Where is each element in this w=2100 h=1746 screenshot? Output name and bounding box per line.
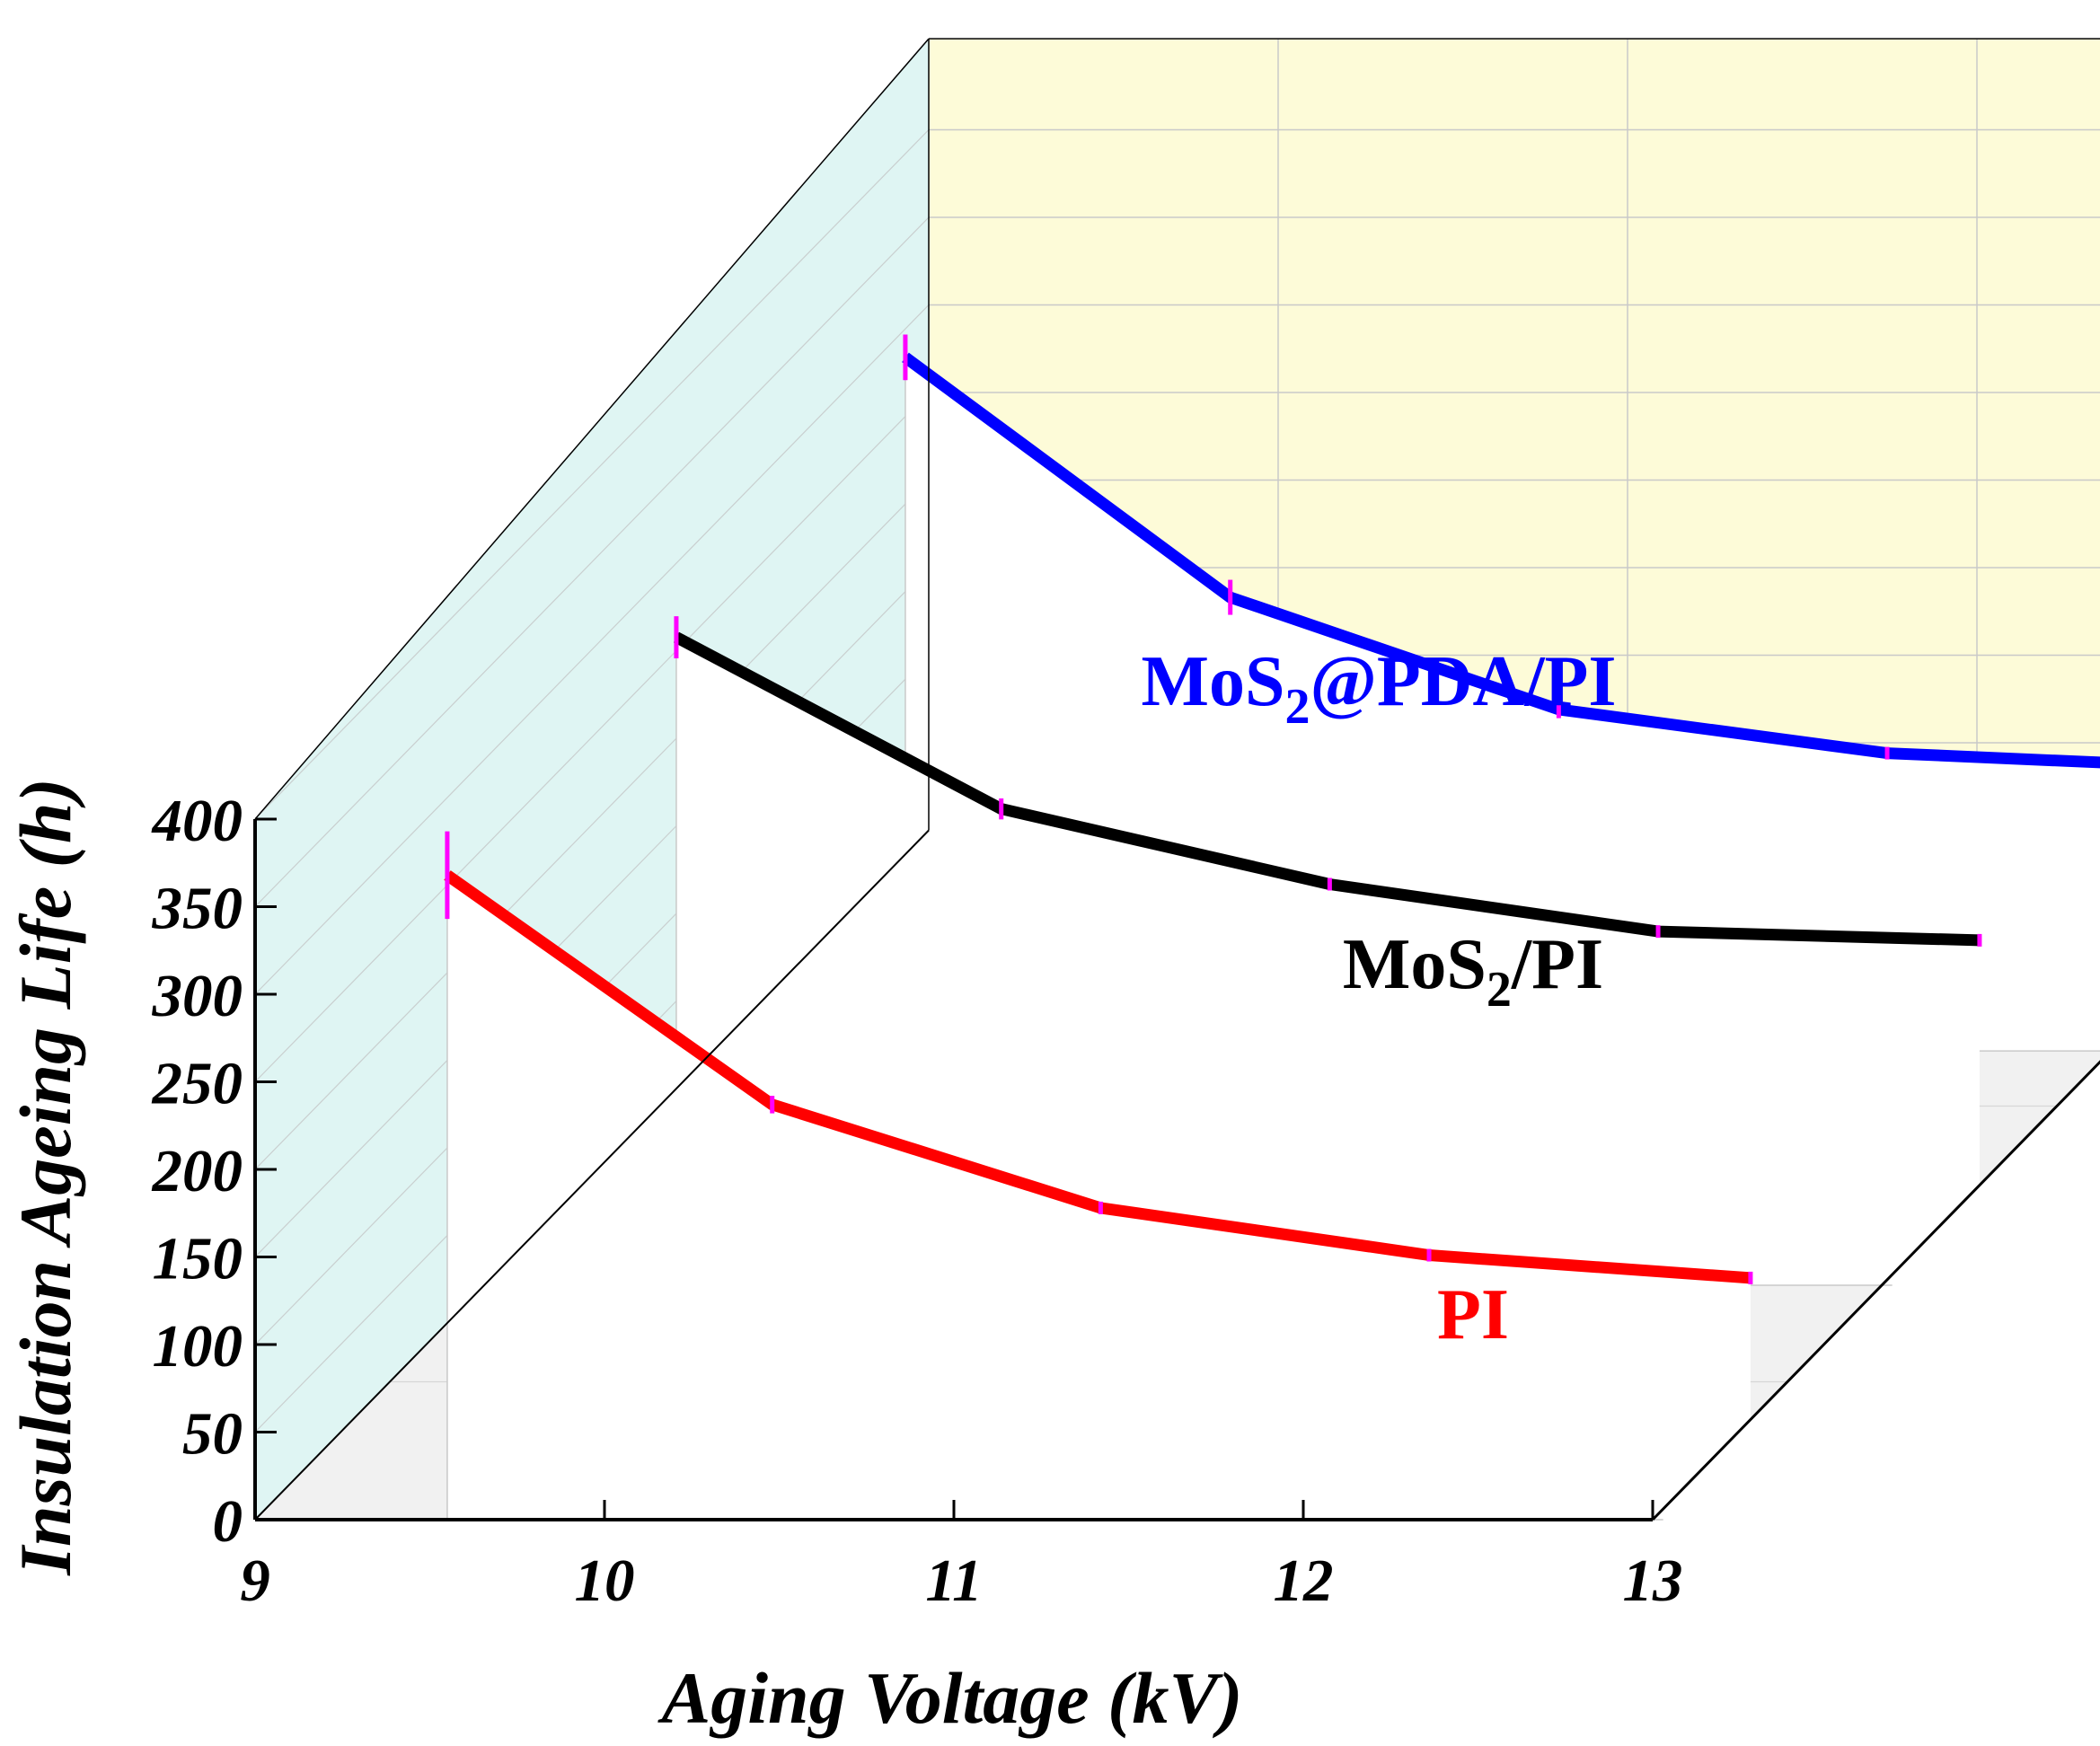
y-tick-label: 100	[153, 1313, 243, 1380]
left-wall-gridline	[254, 480, 930, 1170]
series-label-main: MoS	[1343, 925, 1487, 1004]
y-tick-label: 300	[152, 963, 243, 1029]
series-label-tail: @PDA/PI	[1310, 642, 1617, 721]
series-label: PI	[1437, 1275, 1509, 1354]
wall-edge-top	[254, 38, 930, 820]
x-tick-label: 12	[1274, 1548, 1334, 1614]
y-tick-label: 150	[153, 1226, 243, 1292]
chart-tick-labels: 9 10 11 12 13 0 50 100 150 200 250 300 350 400	[151, 788, 1683, 1614]
floor-edge-left	[254, 829, 930, 1521]
y-tick-label: 400	[151, 788, 243, 854]
chart-series-slices	[444, 334, 2100, 1521]
left-wall-gridline	[254, 216, 930, 907]
left-wall	[255, 39, 929, 1521]
series-fill	[447, 875, 1751, 1520]
series-label-subscript: 2	[1285, 679, 1310, 735]
series-fill	[676, 637, 1980, 1285]
left-wall-gridline	[254, 392, 930, 1082]
y-tick-label: 0	[213, 1488, 243, 1555]
x-tick-label: 13	[1623, 1548, 1683, 1614]
x-tick-label: 11	[925, 1548, 982, 1614]
left-wall-gridline	[254, 304, 930, 995]
chart-axes	[253, 38, 2100, 1521]
left-wall-gridline	[254, 129, 930, 820]
y-axis-title: Insulation Ageing Life (h)	[4, 778, 86, 1576]
series-label: MoS2@PDA/PI	[1142, 642, 1617, 735]
series-label: MoS2/PI	[1343, 925, 1603, 1018]
series-label-tail: /PI	[1511, 925, 1603, 1004]
y-tick-label: 350	[152, 876, 243, 942]
y-tick-label: 50	[182, 1401, 243, 1468]
series-label-main: MoS	[1142, 642, 1285, 721]
left-wall-gridline	[254, 567, 930, 1257]
series-label-subscript: 2	[1487, 962, 1512, 1018]
series-label-main: PI	[1437, 1275, 1509, 1354]
floor-edge-right	[1651, 1060, 2100, 1521]
x-tick-label: 10	[575, 1548, 635, 1614]
x-tick-label: 9	[240, 1548, 270, 1614]
y-tick-label: 200	[152, 1138, 243, 1204]
x-axis-title: Aging Voltage (kV)	[657, 1657, 1243, 1739]
y-tick-label: 250	[152, 1051, 243, 1117]
